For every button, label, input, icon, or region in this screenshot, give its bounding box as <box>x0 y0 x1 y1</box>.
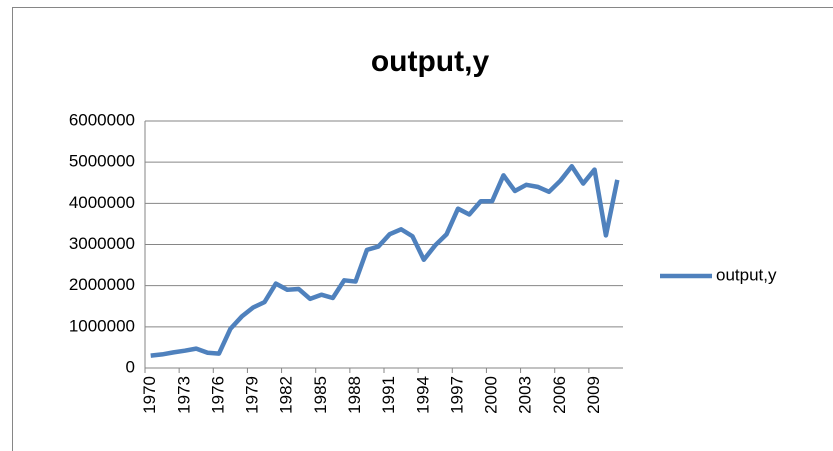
y-tick-label: 2000000 <box>69 275 135 294</box>
y-tick-label: 3000000 <box>69 234 135 253</box>
x-tick-label: 1970 <box>140 376 159 414</box>
y-tick-label: 4000000 <box>69 193 135 212</box>
x-tick-label: 1997 <box>447 376 466 414</box>
x-tick-label: 1982 <box>277 376 296 414</box>
line-series <box>150 164 620 358</box>
x-tick-label: 1994 <box>413 376 432 414</box>
chart-title: output,y <box>371 45 490 78</box>
x-tick-label: 2003 <box>516 376 535 414</box>
y-tick-label: 0 <box>126 357 135 376</box>
legend-label: output,y <box>716 265 777 284</box>
x-tick-label: 1991 <box>379 376 398 414</box>
x-tick-label: 1973 <box>174 376 193 414</box>
x-tick-label: 1985 <box>311 376 330 414</box>
x-tick-label: 1979 <box>243 376 262 414</box>
chart-border <box>12 7 833 451</box>
x-tick-label: 2000 <box>482 376 501 414</box>
y-tick-label: 5000000 <box>69 152 135 171</box>
x-tick-label: 2009 <box>584 376 603 414</box>
x-tick-label: 2006 <box>550 376 569 414</box>
x-tick-label: 1976 <box>208 376 227 414</box>
x-tick-label: 1988 <box>345 376 364 414</box>
y-tick-label: 6000000 <box>69 110 135 129</box>
y-tick-label: 1000000 <box>69 316 135 335</box>
